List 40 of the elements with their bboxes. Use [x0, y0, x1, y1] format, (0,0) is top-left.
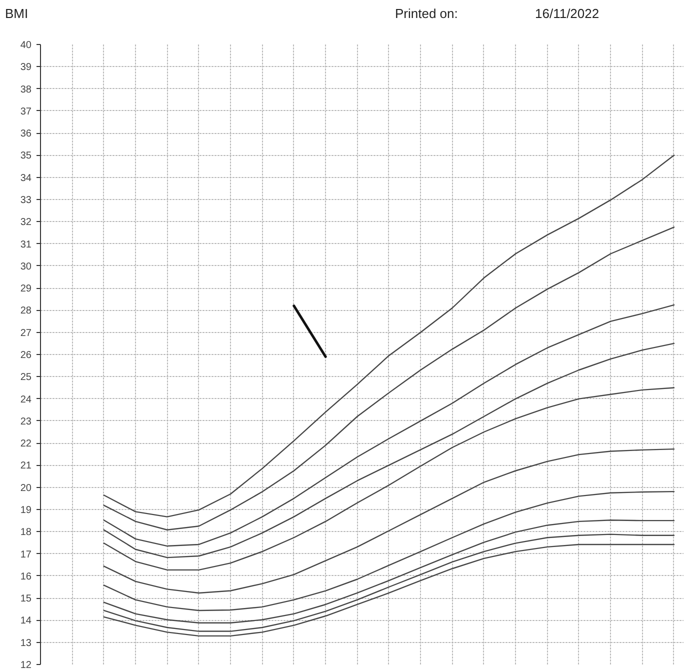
y-tick-label: 32 [20, 217, 32, 228]
y-tick-label: 34 [20, 172, 32, 184]
y-tick-label: 30 [20, 261, 32, 272]
y-tick-label: 29 [20, 284, 32, 295]
y-tick-label: 26 [20, 350, 32, 361]
line-series [103, 226, 675, 530]
line-series [103, 490, 675, 612]
y-tick-label: 27 [20, 328, 32, 339]
y-tick-label: 14 [20, 616, 32, 627]
y-tick-label: 19 [20, 505, 32, 516]
y-tick-label: 25 [20, 372, 32, 384]
y-tick-label: 23 [20, 416, 32, 428]
line-series [103, 520, 675, 624]
y-tick-label: 21 [20, 460, 32, 472]
y-tick-label: 15 [20, 594, 32, 605]
y-tick-label: 24 [20, 394, 32, 406]
y-tick-label: 28 [20, 306, 32, 317]
line-series [103, 387, 675, 571]
y-tick-label: 38 [20, 84, 32, 96]
y-tick-label: 16 [20, 571, 32, 582]
line-series [103, 154, 675, 518]
line-series [103, 448, 675, 594]
text: 16/11/2022 [535, 5, 600, 23]
y-tick-label: 35 [20, 150, 32, 162]
y-tick-label: 22 [20, 438, 32, 450]
y-tick-label: 20 [20, 482, 32, 494]
y-tick-label: 36 [20, 128, 32, 140]
y-tick-label: 31 [20, 239, 32, 250]
chart-title: BMI [5, 5, 28, 23]
text: Printed on: [395, 5, 458, 23]
y-tick-label: 18 [20, 527, 32, 538]
y-tick-label: 17 [20, 549, 32, 560]
y-tick-label: 37 [20, 106, 32, 118]
y-tick-label: 39 [20, 62, 32, 74]
y-tick-label: 12 [20, 660, 32, 671]
line-series [103, 342, 675, 558]
y-tick-label: 33 [20, 195, 32, 206]
y-tick-label: 40 [20, 40, 32, 51]
y-tick-label: 13 [20, 638, 32, 649]
line-series [103, 304, 675, 547]
